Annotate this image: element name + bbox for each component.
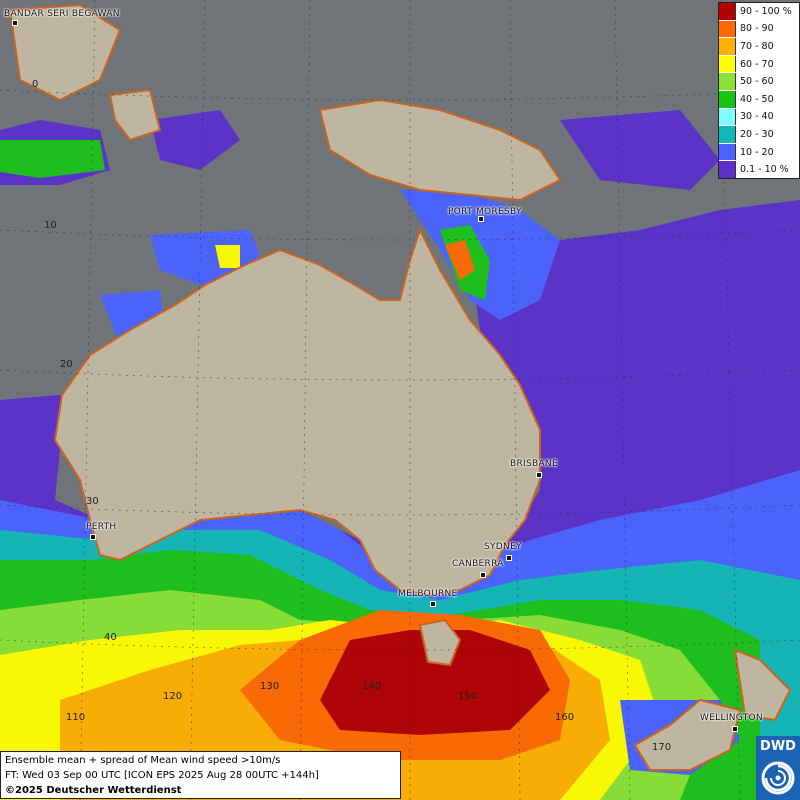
legend-row: 50 - 60 xyxy=(719,73,799,91)
legend-row: 30 - 40 xyxy=(719,108,799,127)
lon-label-120: 120 xyxy=(163,691,183,702)
legend-swatch xyxy=(719,90,736,108)
legend-swatch xyxy=(719,3,736,20)
lon-label-130: 130 xyxy=(260,681,280,692)
legend-label: 20 - 30 xyxy=(740,128,774,140)
legend-row: 60 - 70 xyxy=(719,55,799,74)
legend-row: 70 - 80 xyxy=(719,38,799,56)
legend-label: 60 - 70 xyxy=(740,58,774,70)
legend-swatch xyxy=(719,38,736,55)
legend-label: 10 - 20 xyxy=(740,146,774,158)
sulawesi-land xyxy=(108,88,162,142)
product-description: Ensemble mean + spread of Mean wind spee… xyxy=(5,755,281,766)
legend-label: 90 - 100 % xyxy=(740,5,792,17)
legend-label: 80 - 90 xyxy=(740,23,774,35)
lon-label-150: 150 xyxy=(458,691,478,702)
borneo-land xyxy=(8,3,122,102)
legend-swatch xyxy=(719,108,736,126)
forecast-info-box: Ensemble mean + spread of Mean wind spee… xyxy=(0,751,401,799)
tasmania-land xyxy=(418,618,462,667)
legend-label: 30 - 40 xyxy=(740,111,774,123)
dwd-logo-text: DWD xyxy=(760,739,796,754)
legend-label: 40 - 50 xyxy=(740,93,774,105)
city-label-canberra: CANBERRA xyxy=(452,559,504,569)
probability-legend: 90 - 100 % 80 - 90 70 - 80 60 - 70 50 - … xyxy=(718,2,800,179)
probability-shading xyxy=(0,110,800,800)
city-marker-bandar xyxy=(12,20,18,26)
legend-swatch xyxy=(719,73,736,90)
lon-label-170: 170 xyxy=(652,742,672,753)
city-marker-melbourne xyxy=(430,601,436,607)
legend-swatch xyxy=(719,143,736,161)
legend-label: 70 - 80 xyxy=(740,40,774,52)
legend-swatch xyxy=(719,20,736,38)
city-label-brisbane: BRISBANE xyxy=(510,459,558,469)
nz-south-land xyxy=(633,698,742,771)
legend-label: 50 - 60 xyxy=(740,76,774,88)
city-marker-wellington xyxy=(732,726,738,732)
dwd-logo: DWD xyxy=(756,736,800,800)
lat-label-10: 10 xyxy=(44,220,57,231)
landmasses xyxy=(8,3,792,771)
city-label-wellington: WELLINGTON xyxy=(700,713,763,723)
dwd-swirl-icon xyxy=(761,761,795,795)
nz-north-land xyxy=(733,648,792,722)
legend-row: 80 - 90 xyxy=(719,20,799,39)
lat-label-0: 0 xyxy=(32,79,39,90)
lat-label-30: 30 xyxy=(86,496,99,507)
city-label-perth: PERTH xyxy=(86,522,117,532)
legend-row: 0.1 - 10 % xyxy=(719,161,799,178)
legend-swatch xyxy=(719,126,736,143)
legend-row: 90 - 100 % xyxy=(719,3,799,21)
legend-row: 40 - 50 xyxy=(719,90,799,109)
legend-row: 20 - 30 xyxy=(719,126,799,144)
legend-swatch xyxy=(719,161,736,178)
city-label-melbourne: MELBOURNE xyxy=(398,589,458,599)
legend-label: 0.1 - 10 % xyxy=(740,164,789,176)
lat-label-40: 40 xyxy=(104,632,117,643)
lon-label-140: 140 xyxy=(362,681,382,692)
city-label-bandar: BANDAR SERI BEGAWAN xyxy=(4,9,120,19)
city-marker-brisbane xyxy=(536,472,542,478)
copyright-text: ©2025 Deutscher Wetterdienst xyxy=(5,785,182,796)
lon-label-110: 110 xyxy=(66,712,86,723)
city-marker-perth xyxy=(90,534,96,540)
legend-row: 10 - 20 xyxy=(719,143,799,162)
city-label-sydney: SYDNEY xyxy=(484,542,522,552)
city-marker-canberra xyxy=(480,572,486,578)
legend-swatch xyxy=(719,55,736,73)
city-label-moresby: PORT MORESBY xyxy=(448,207,522,217)
lat-label-20: 20 xyxy=(60,359,73,370)
lon-label-160: 160 xyxy=(555,712,575,723)
new-guinea-land xyxy=(318,98,562,202)
city-marker-sydney xyxy=(506,555,512,561)
city-marker-moresby xyxy=(478,216,484,222)
australia-land xyxy=(53,227,541,597)
forecast-time: FT: Wed 03 Sep 00 UTC [ICON EPS 2025 Aug… xyxy=(5,770,319,781)
